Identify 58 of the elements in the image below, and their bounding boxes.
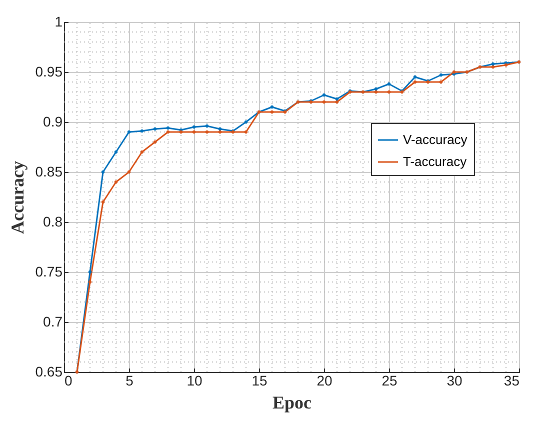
point (166, 126, 170, 130)
point (491, 65, 495, 69)
point (127, 170, 131, 174)
point (166, 130, 170, 134)
point (127, 130, 131, 134)
x-tick-label: 15 (252, 372, 268, 388)
x-axis-title: Epoc (272, 392, 312, 412)
point (218, 130, 222, 134)
point (218, 127, 222, 131)
point (387, 82, 391, 86)
y-tick-label: 0.75 (35, 264, 63, 280)
point (114, 180, 118, 184)
point (335, 97, 339, 101)
point (140, 150, 144, 154)
point (387, 90, 391, 94)
point (270, 105, 274, 109)
point (374, 87, 378, 91)
point (322, 93, 326, 97)
y-tick-label: 0.95 (35, 64, 63, 80)
point (439, 73, 443, 77)
point (439, 80, 443, 84)
legend-label: V-accuracy (403, 132, 468, 147)
point (101, 170, 105, 174)
legend-label: T-accuracy (403, 154, 468, 169)
x-tick-label: 35 (504, 372, 520, 388)
point (413, 80, 417, 84)
point (192, 130, 196, 134)
x-tick-label: 5 (126, 372, 134, 388)
point (491, 62, 495, 66)
point (205, 124, 209, 128)
point (153, 140, 157, 144)
y-axis-title: Accuracy (7, 161, 28, 234)
point (322, 100, 326, 104)
x-tick-label: 30 (446, 372, 462, 388)
point (88, 280, 92, 284)
y-tick-label: 0.9 (43, 114, 63, 130)
y-tick-label: 1 (54, 14, 63, 30)
point (114, 150, 118, 154)
point (335, 100, 339, 104)
y-tick-label: 0.65 (35, 364, 63, 380)
point (270, 110, 274, 114)
y-tick-label: 0.85 (35, 164, 63, 180)
point (88, 270, 92, 274)
x-tick-label: 10 (186, 372, 202, 388)
x-tick-label: 25 (382, 372, 398, 388)
x-tick-label: 0 (64, 372, 72, 388)
x-tick-label: 20 (316, 372, 332, 388)
point (374, 90, 378, 94)
point (244, 120, 248, 124)
point (153, 127, 157, 131)
point (244, 130, 248, 134)
point (192, 125, 196, 129)
point (205, 130, 209, 134)
point (101, 200, 105, 204)
y-tick-label: 0.7 (43, 314, 63, 330)
point (413, 75, 417, 79)
point (140, 129, 144, 133)
y-tick-label: 0.8 (43, 214, 63, 230)
